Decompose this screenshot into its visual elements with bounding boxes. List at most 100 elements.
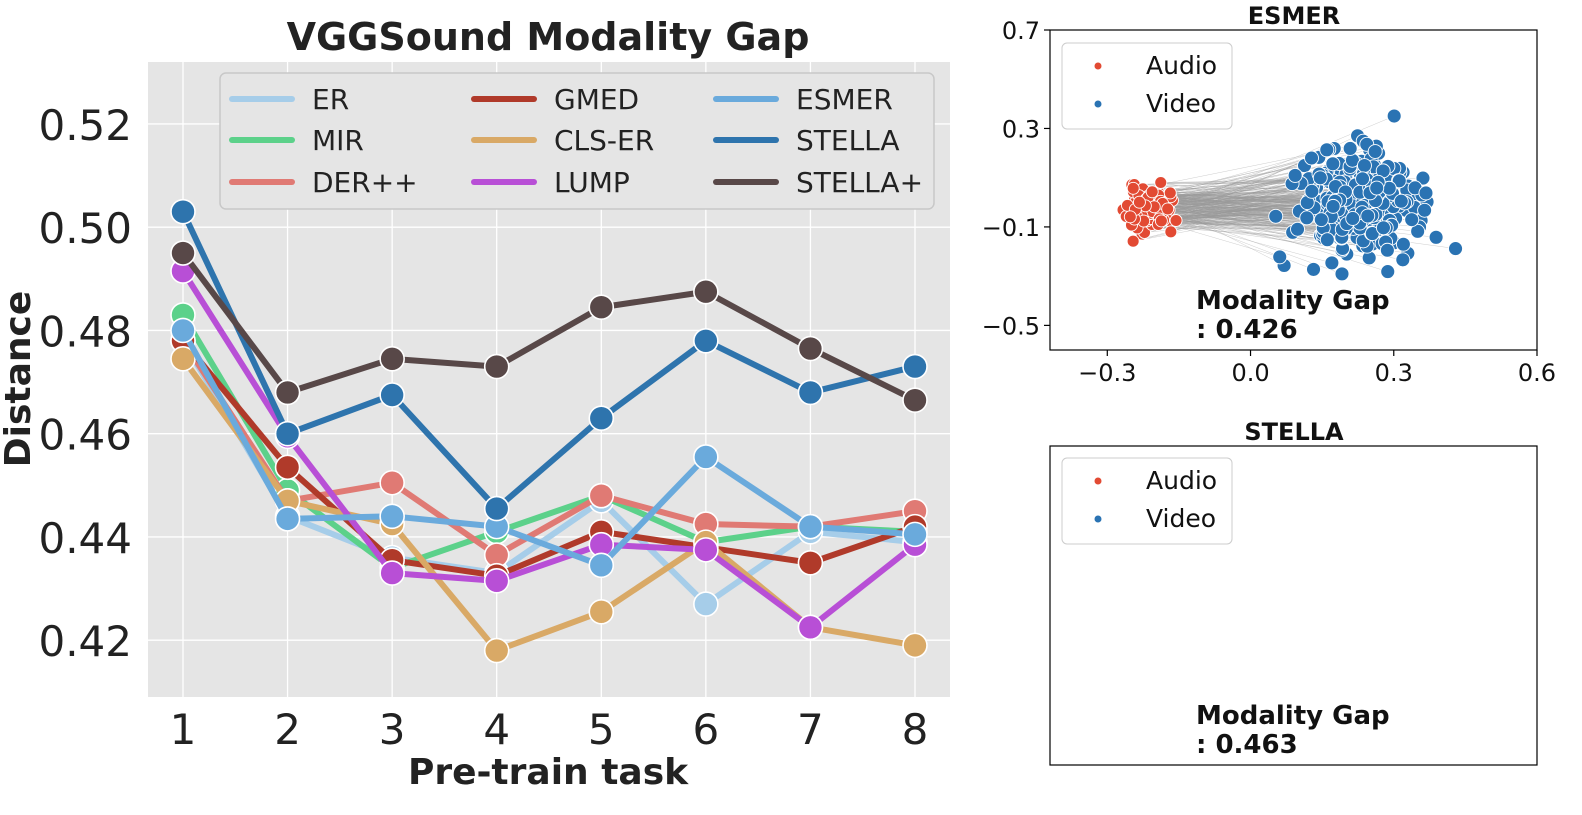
point-video [1410, 223, 1426, 239]
point-video [1342, 141, 1358, 156]
data-point-stellaplus [902, 387, 928, 413]
legend-label-stella: STELLA [796, 124, 900, 157]
modality-gap-value: : 0.426 [1196, 315, 1298, 345]
x-tick-label: 0.6 [1518, 359, 1556, 387]
point-video [1379, 242, 1395, 258]
data-point-stellaplus [483, 353, 510, 380]
legend-label-gmed: GMED [554, 83, 639, 116]
data-point-stellaplus [379, 346, 405, 372]
y-tick-label: 0.48 [38, 307, 132, 356]
legend-label-er: ER [312, 83, 349, 116]
data-point-esmer [379, 503, 405, 530]
scatter-chart-esmer: ESMER Audio Video Modality Gap : 0.426 [1049, 2, 1538, 351]
x-tick-label: 8 [902, 705, 929, 754]
point-video [1325, 156, 1341, 172]
data-point-lump [483, 568, 510, 594]
point-video [1334, 266, 1350, 282]
point-video [1355, 171, 1371, 187]
data-point-esmer [588, 552, 615, 579]
data-point-lump [693, 537, 719, 563]
point-video [1299, 210, 1315, 226]
line-chart-x-ticks: 1 2 3 4 5 6 7 8 [170, 705, 929, 754]
pair-link [1161, 157, 1312, 222]
scatter-frame [1049, 29, 1538, 351]
point-video [1287, 167, 1303, 183]
series-stellaplus [170, 240, 928, 413]
x-tick-label: 5 [588, 705, 615, 754]
legend-label-audio: Audio [1146, 466, 1217, 495]
line-chart: VGGSound Modality Gap 0.420.440.460.480.… [0, 15, 950, 793]
point-video [1380, 264, 1396, 280]
series-line-er [180, 337, 918, 608]
point-video [1395, 236, 1411, 252]
point-audio [1154, 176, 1168, 189]
legend-frame [219, 72, 935, 210]
pair-link [1146, 194, 1342, 239]
data-point-stellaplus [797, 335, 824, 362]
y-tick-label: 0.7 [1002, 17, 1040, 45]
y-tick-label: 0.50 [38, 204, 132, 253]
point-audio [1164, 225, 1178, 239]
modality-gap-label: Modality Gap [1196, 286, 1390, 316]
x-tick-label: 2 [274, 705, 301, 754]
data-point-lump [379, 560, 405, 586]
point-video [1417, 202, 1433, 218]
point-video [1428, 229, 1444, 245]
data-point-stellaplus [170, 240, 196, 266]
data-point-esmer [797, 513, 824, 540]
series-stella [170, 198, 928, 522]
legend-label-derplusplus: DER++ [312, 166, 418, 199]
scatter-frame [1049, 445, 1538, 766]
series-line-esmer [180, 327, 918, 569]
scatter-legend: Audio Video [1061, 42, 1233, 130]
line-chart-x-label: Pre-train task [408, 752, 689, 793]
data-point-esmer [274, 506, 301, 532]
point-video [1418, 185, 1434, 201]
x-tick-label: 0.0 [1231, 359, 1269, 387]
point-video [1312, 170, 1328, 186]
point-video [1404, 212, 1420, 228]
scatter-legend: Audio Video [1061, 457, 1233, 545]
scatter-points [1116, 108, 1463, 282]
point-audio [1145, 185, 1159, 199]
point-video [1306, 261, 1321, 277]
data-point-gmed [274, 454, 301, 481]
data-point-esmer [902, 521, 928, 548]
line-chart-y-label: Distance [0, 291, 39, 468]
legend-marker-audio [1094, 62, 1102, 70]
x-tick-label: 6 [692, 705, 719, 754]
series-line-lump [180, 268, 918, 631]
point-audio [1123, 210, 1137, 224]
data-point-lump [797, 614, 824, 641]
point-video [1345, 211, 1361, 226]
y-tick-label: 0.46 [38, 411, 132, 460]
point-video [1448, 241, 1463, 257]
data-point-gmed [797, 549, 824, 576]
point-video [1324, 255, 1340, 271]
data-point-esmer [693, 444, 719, 470]
data-point-stella [483, 495, 510, 522]
data-point-stella [379, 382, 405, 408]
data-point-stella [170, 198, 196, 225]
line-chart-legend: ER MIR DER++ GMED CLS-ER LUMP ESMER STELLA STELL… [219, 72, 935, 210]
data-point-stella [274, 420, 301, 447]
y-tick-label: −0.1 [982, 214, 1040, 242]
point-video [1360, 208, 1376, 224]
point-video [1304, 183, 1320, 199]
legend-label-cls-er: CLS-ER [554, 124, 654, 157]
data-point-cls-er [902, 632, 928, 659]
scatter-ticks: −0.3 0.0 0.3 0.6 −0.5 −0.1 0.3 0.7 [982, 17, 1556, 387]
point-video [1319, 232, 1335, 248]
pair-link [1167, 208, 1307, 219]
data-point-derplusplus [379, 469, 405, 496]
legend-frame [1061, 42, 1233, 130]
data-point-cls-er [170, 346, 196, 372]
y-tick-label: 0.42 [38, 617, 132, 666]
y-tick-label: 0.3 [1002, 115, 1040, 143]
scatter-title-stella: STELLA [1244, 418, 1344, 446]
point-video [1395, 252, 1411, 268]
legend-marker-video [1094, 515, 1102, 523]
point-audio [1126, 234, 1140, 248]
legend-label-esmer: ESMER [796, 83, 893, 116]
